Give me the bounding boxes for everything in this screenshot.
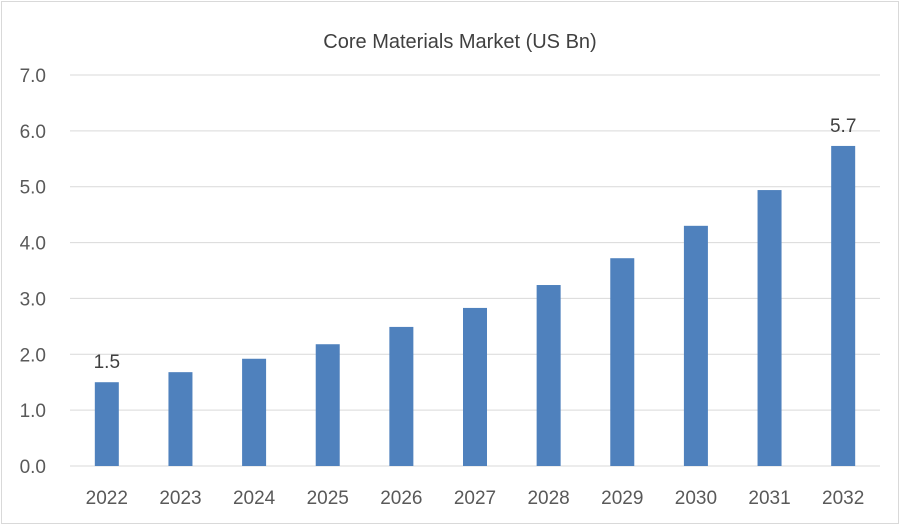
bar-2030	[683, 225, 708, 466]
x-tick-label: 2027	[454, 488, 496, 509]
bar-2029	[610, 258, 635, 466]
x-tick-label: 2023	[159, 488, 201, 509]
y-tick-label: 2.0	[20, 345, 46, 366]
data-label: 1.5	[94, 352, 120, 373]
y-tick-label: 3.0	[20, 289, 46, 310]
x-tick-label: 2029	[601, 488, 643, 509]
y-tick-label: 5.0	[20, 178, 46, 199]
y-tick-label: 0.0	[20, 457, 46, 478]
bar-2031	[757, 190, 782, 466]
y-tick-label: 7.0	[20, 66, 46, 87]
x-tick-label: 2032	[822, 488, 864, 509]
bar-2022	[94, 382, 119, 466]
chart-title: Core Materials Market (US Bn)	[323, 31, 596, 53]
bar-2025	[315, 344, 340, 466]
x-tick-label: 2031	[748, 488, 790, 509]
x-tick-label: 2028	[527, 488, 569, 509]
y-tick-label: 1.0	[20, 401, 46, 422]
data-label: 5.7	[830, 116, 856, 137]
x-tick-label: 2026	[380, 488, 422, 509]
x-tick-label: 2022	[86, 488, 128, 509]
y-tick-label: 6.0	[20, 122, 46, 143]
y-tick-label: 4.0	[20, 234, 46, 255]
bar-2028	[536, 285, 561, 466]
bar-2032	[831, 145, 856, 466]
x-tick-label: 2025	[307, 488, 349, 509]
x-tick-label: 2024	[233, 488, 276, 509]
bar-2023	[168, 372, 193, 466]
bar-2026	[389, 326, 414, 466]
bar-2024	[242, 358, 267, 466]
x-tick-label: 2030	[675, 488, 717, 509]
bar-2027	[463, 307, 487, 466]
